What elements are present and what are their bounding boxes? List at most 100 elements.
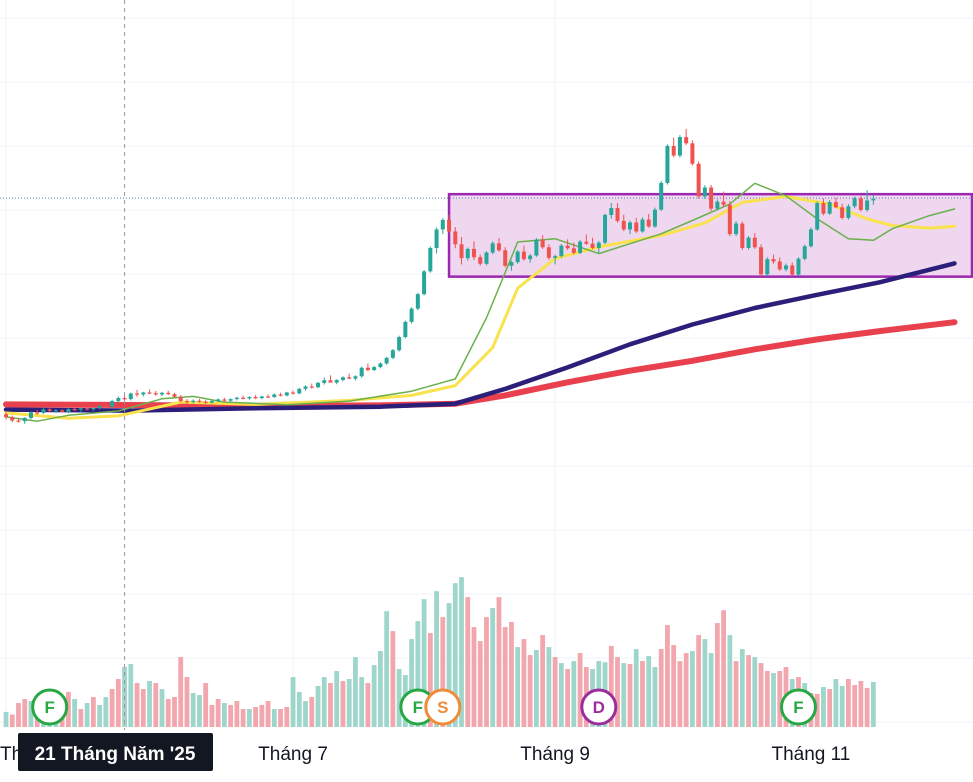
candle xyxy=(796,257,801,276)
candle-body xyxy=(808,229,813,247)
candle-body xyxy=(696,163,701,197)
candle-body xyxy=(871,198,876,201)
volume-bar xyxy=(78,709,84,727)
candle-body xyxy=(278,394,283,396)
candle xyxy=(153,390,158,396)
volume-bar xyxy=(833,679,839,727)
time-axis[interactable]: Th Tháng 7 Tháng 9 Tháng 11 xyxy=(0,744,850,765)
volume-bar xyxy=(184,677,190,727)
volume-bar xyxy=(178,657,184,727)
candle-body xyxy=(135,393,140,395)
volume-bar xyxy=(870,681,876,727)
candle-body xyxy=(284,392,289,396)
volume-bar xyxy=(640,661,645,727)
candle-body xyxy=(671,145,676,156)
candle-body xyxy=(521,251,526,260)
candle xyxy=(415,292,420,311)
candle xyxy=(490,241,495,255)
volume-bar xyxy=(103,697,109,727)
candle xyxy=(322,377,327,385)
volume-bar xyxy=(271,709,277,727)
candle xyxy=(116,396,121,403)
candle xyxy=(790,262,795,276)
candle xyxy=(659,180,664,211)
candle-body xyxy=(409,308,414,322)
candle xyxy=(609,203,614,219)
candle-body xyxy=(777,261,782,270)
candle-body xyxy=(796,258,801,275)
candle-body xyxy=(53,410,58,412)
event-marker[interactable]: F xyxy=(31,688,69,726)
event-marker[interactable]: D xyxy=(580,688,618,726)
candle xyxy=(53,408,58,413)
ma-fast-line xyxy=(5,182,956,422)
candle xyxy=(746,236,751,250)
candle-body xyxy=(147,392,152,394)
event-marker[interactable]: S xyxy=(424,688,462,726)
candle xyxy=(503,247,508,268)
candle-body xyxy=(571,248,576,253)
candle xyxy=(802,244,807,261)
candle xyxy=(16,418,21,423)
candle-body xyxy=(815,203,820,230)
volume-bar xyxy=(452,583,458,727)
candle-body xyxy=(496,243,501,251)
candle xyxy=(272,393,277,398)
candle xyxy=(247,396,252,400)
event-marker[interactable]: F xyxy=(399,688,437,726)
candle-body xyxy=(615,208,620,221)
candle-body xyxy=(203,401,208,403)
volume-bar xyxy=(340,681,346,727)
candle xyxy=(846,204,851,220)
volume-bar xyxy=(190,693,196,727)
candle-body xyxy=(365,367,370,371)
candle xyxy=(234,396,239,401)
candle xyxy=(278,392,283,397)
volume-bar xyxy=(846,679,851,727)
candle-body xyxy=(266,396,271,398)
candle xyxy=(253,395,258,400)
ma-long-line xyxy=(3,319,958,409)
consolidation-zone[interactable] xyxy=(447,192,973,278)
candle-body xyxy=(771,259,776,262)
candle xyxy=(821,198,826,216)
volume-bar xyxy=(72,699,78,727)
candle xyxy=(759,244,764,277)
candle xyxy=(671,137,676,158)
candle-body xyxy=(403,321,408,338)
candle-body xyxy=(359,367,364,377)
volume-bar xyxy=(303,701,308,727)
volume-bar xyxy=(540,635,546,727)
candle xyxy=(634,217,639,234)
volume-bar xyxy=(827,689,833,727)
candle xyxy=(840,203,845,220)
volume-bar xyxy=(396,669,402,727)
candle-body xyxy=(821,203,826,214)
volume-bar xyxy=(852,685,858,727)
volume-bar xyxy=(321,677,327,727)
candle xyxy=(777,257,782,272)
candle xyxy=(721,191,726,208)
candle-body xyxy=(247,397,252,399)
event-marker[interactable]: F xyxy=(779,688,817,726)
candle xyxy=(852,196,857,209)
volume-bar xyxy=(814,693,820,727)
candle xyxy=(447,214,452,233)
candle-body xyxy=(865,200,870,210)
candle-body xyxy=(634,222,639,232)
candle-body xyxy=(372,367,377,371)
candle xyxy=(372,365,377,372)
candle xyxy=(78,407,83,412)
candles xyxy=(4,128,876,424)
candle-body xyxy=(316,382,320,388)
candle xyxy=(328,375,333,383)
candle xyxy=(60,409,65,413)
candle xyxy=(584,234,589,245)
candle-body xyxy=(378,363,383,368)
candle xyxy=(696,161,701,199)
candle xyxy=(771,254,776,264)
candle xyxy=(858,196,863,212)
candle xyxy=(553,254,558,265)
